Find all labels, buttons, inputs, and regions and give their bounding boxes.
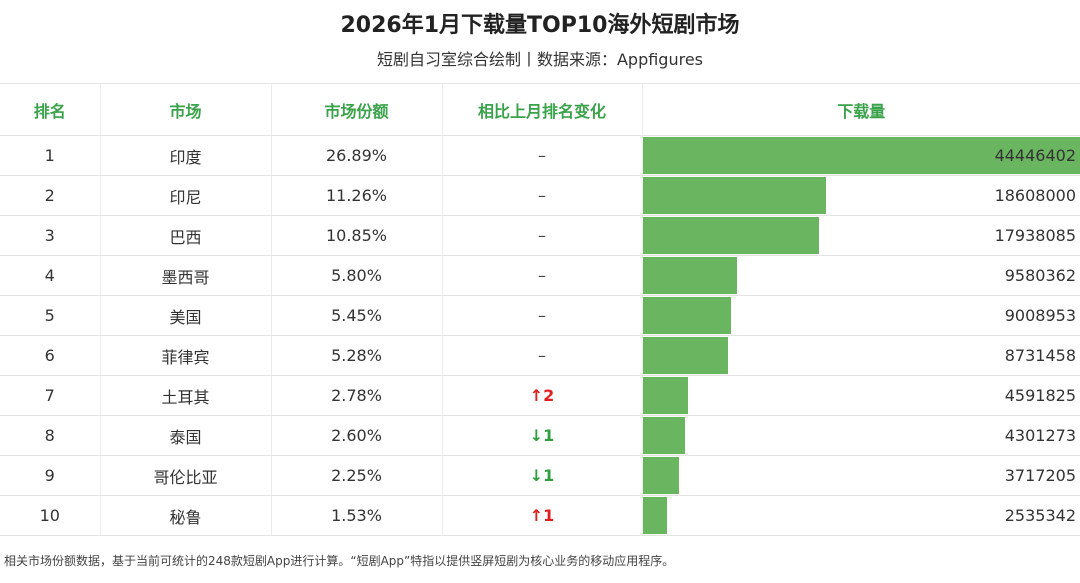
share-cell: 26.89% <box>271 135 443 176</box>
share-cell: 2.78% <box>271 375 443 416</box>
downloads-cell: 8731458 <box>642 335 1080 376</box>
downloads-cell: 44446402 <box>642 135 1080 176</box>
table-row: 5 美国 5.45% – 9008953 <box>0 295 1080 336</box>
rank-change-cell: ↑2 <box>442 375 643 416</box>
chart-title: 2026年1月下载量TOP10海外短剧市场 <box>340 13 740 38</box>
rank-change-cell: – <box>442 215 643 256</box>
table-row: 4 墨西哥 5.80% – 9580362 <box>0 255 1080 296</box>
downloads-cell: 9580362 <box>642 255 1080 296</box>
rank-change-cell: – <box>442 335 643 376</box>
rank-cell: 9 <box>0 455 101 496</box>
download-bar <box>642 297 732 334</box>
share-cell: 5.28% <box>271 335 443 376</box>
table-row: 9 哥伦比亚 2.25% ↓1 3717205 <box>0 455 1080 496</box>
download-value: 4591825 <box>1004 386 1076 405</box>
table-row: 6 菲律宾 5.28% – 8731458 <box>0 335 1080 376</box>
table-row: 8 泰国 2.60% ↓1 4301273 <box>0 415 1080 456</box>
download-value: 9580362 <box>1004 266 1076 285</box>
header-share: 市场份额 <box>271 83 443 136</box>
rank-change-cell: – <box>442 175 643 216</box>
downloads-cell: 9008953 <box>642 295 1080 336</box>
rank-change-cell: – <box>442 295 643 336</box>
download-value: 17938085 <box>994 226 1076 245</box>
downloads-cell: 4591825 <box>642 375 1080 416</box>
market-cell: 巴西 <box>100 215 272 256</box>
rank-change-cell: – <box>442 135 643 176</box>
share-cell: 1.53% <box>271 495 443 536</box>
market-cell: 美国 <box>100 295 272 336</box>
download-bar <box>642 337 729 374</box>
download-value: 9008953 <box>1004 306 1076 325</box>
rank-cell: 1 <box>0 135 101 176</box>
downloads-cell: 4301273 <box>642 415 1080 456</box>
market-cell: 泰国 <box>100 415 272 456</box>
download-value: 44446402 <box>994 146 1076 165</box>
chart-subtitle: 短剧自习室综合绘制丨数据来源：Appfigures <box>376 50 704 69</box>
rank-change-cell: ↓1 <box>442 455 643 496</box>
rank-change-cell: ↑1 <box>442 495 643 536</box>
download-bar <box>642 137 1080 174</box>
download-value: 3717205 <box>1004 466 1076 485</box>
rank-cell: 7 <box>0 375 101 416</box>
header-rank: 排名 <box>0 83 101 136</box>
download-bar <box>642 457 680 494</box>
share-cell: 5.80% <box>271 255 443 296</box>
download-bar <box>642 217 820 254</box>
market-cell: 土耳其 <box>100 375 272 416</box>
market-cell: 印尼 <box>100 175 272 216</box>
rank-cell: 8 <box>0 415 101 456</box>
table-row: 10 秘鲁 1.53% ↑1 2535342 <box>0 495 1080 536</box>
download-bar <box>642 417 685 454</box>
market-cell: 印度 <box>100 135 272 176</box>
rank-cell: 6 <box>0 335 101 376</box>
rank-cell: 3 <box>0 215 101 256</box>
table-row: 3 巴西 10.85% – 17938085 <box>0 215 1080 256</box>
download-bar <box>642 497 668 534</box>
download-bar <box>642 177 826 214</box>
table-row: 2 印尼 11.26% – 18608000 <box>0 175 1080 216</box>
rank-change-cell: ↓1 <box>442 415 643 456</box>
download-bar <box>642 377 688 414</box>
header-downloads: 下载量 <box>642 83 1080 136</box>
rank-cell: 5 <box>0 295 101 336</box>
downloads-cell: 2535342 <box>642 495 1080 536</box>
market-cell: 墨西哥 <box>100 255 272 296</box>
share-cell: 5.45% <box>271 295 443 336</box>
header-market: 市场 <box>100 83 272 136</box>
header-rank-change: 相比上月排名变化 <box>442 83 643 136</box>
market-cell: 秘鲁 <box>100 495 272 536</box>
downloads-cell: 3717205 <box>642 455 1080 496</box>
share-cell: 11.26% <box>271 175 443 216</box>
table-row: 1 印度 26.89% – 44446402 <box>0 135 1080 176</box>
download-value: 8731458 <box>1004 346 1076 365</box>
market-cell: 哥伦比亚 <box>100 455 272 496</box>
rank-cell: 10 <box>0 495 101 536</box>
rank-change-cell: – <box>442 255 643 296</box>
downloads-cell: 17938085 <box>642 215 1080 256</box>
download-value: 2535342 <box>1004 506 1076 525</box>
table-header-row: 排名 市场 市场份额 相比上月排名变化 下载量 <box>0 83 1080 136</box>
share-cell: 2.25% <box>271 455 443 496</box>
table-row: 7 土耳其 2.78% ↑2 4591825 <box>0 375 1080 416</box>
download-value: 4301273 <box>1004 426 1076 445</box>
rank-cell: 2 <box>0 175 101 216</box>
market-cell: 菲律宾 <box>100 335 272 376</box>
downloads-cell: 18608000 <box>642 175 1080 216</box>
footnote: 相关市场份额数据，基于当前可统计的248款短剧App进行计算。“短剧App”特指… <box>4 554 675 568</box>
download-value: 18608000 <box>994 186 1076 205</box>
rank-cell: 4 <box>0 255 101 296</box>
share-cell: 10.85% <box>271 215 443 256</box>
share-cell: 2.60% <box>271 415 443 456</box>
download-bar <box>642 257 737 294</box>
ranking-table: 排名 市场 市场份额 相比上月排名变化 下载量 1 印度 26.89% –444464… <box>0 83 1080 536</box>
